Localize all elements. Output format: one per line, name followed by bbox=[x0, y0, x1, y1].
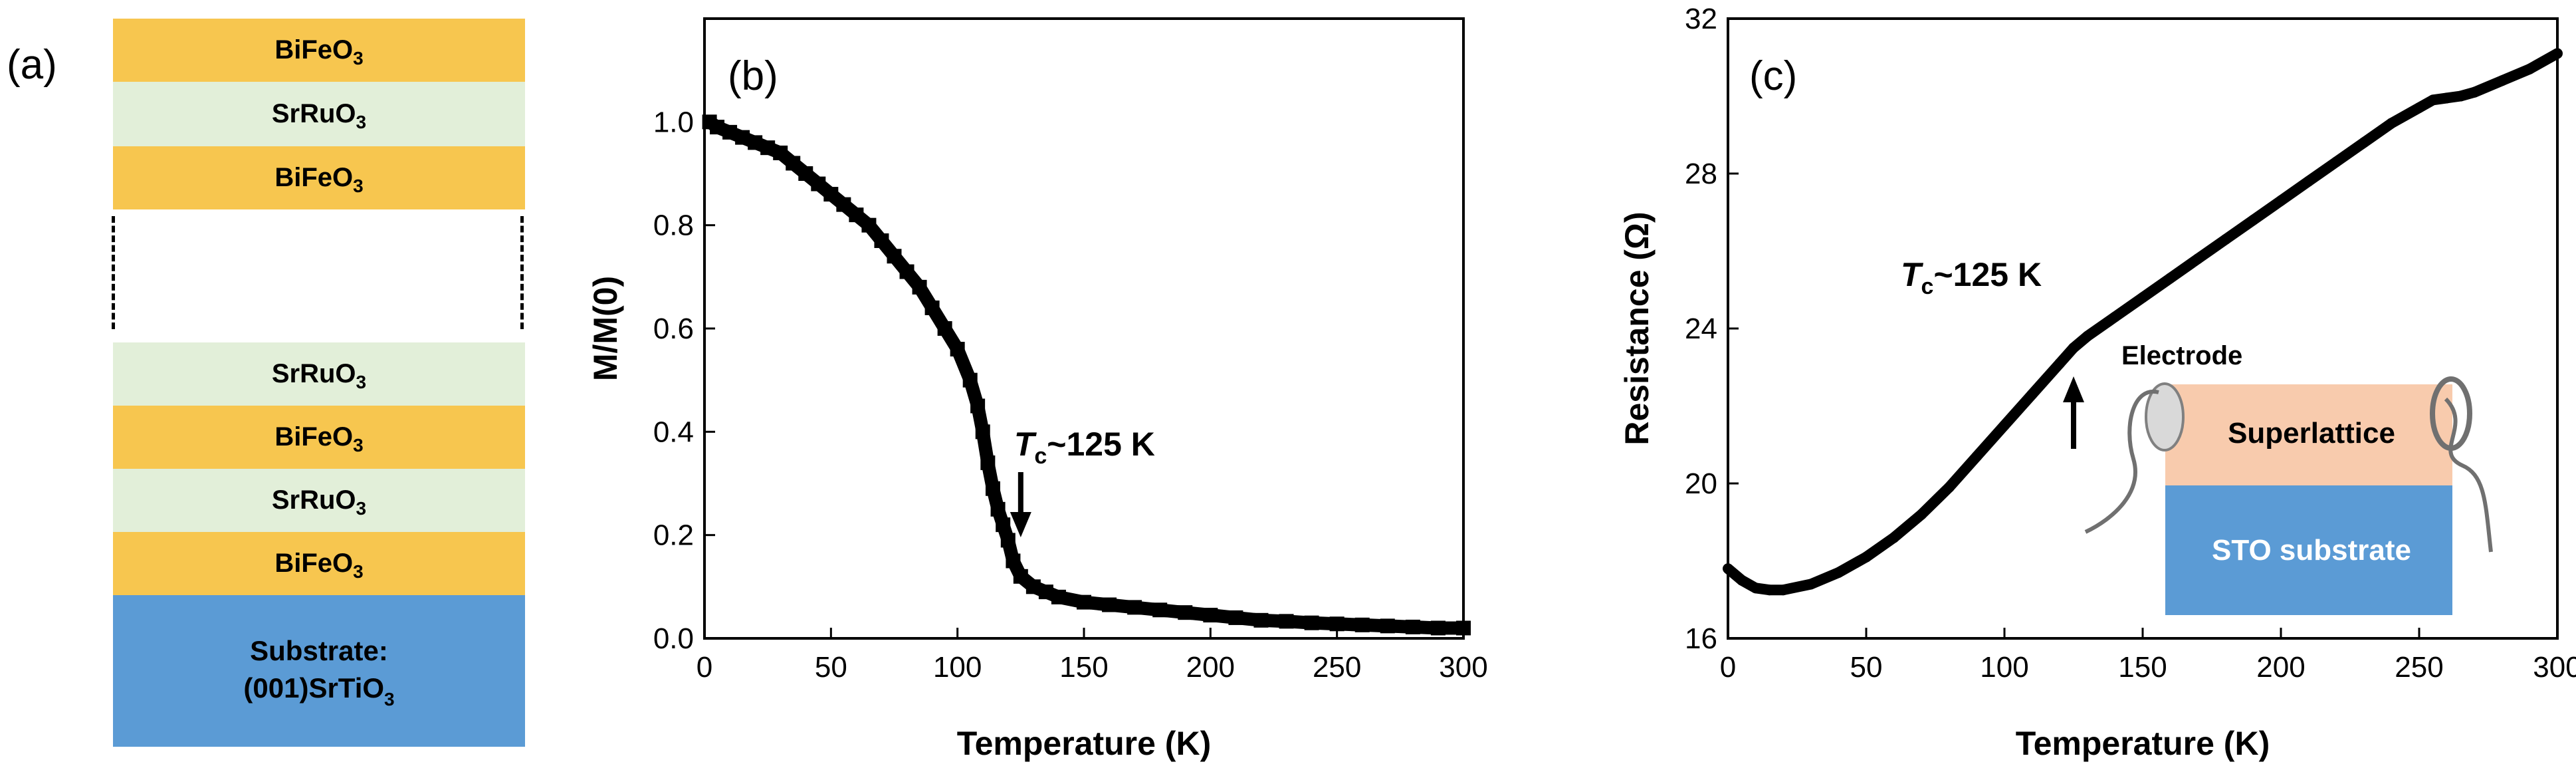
x-axis-label: Temperature (K) bbox=[957, 725, 1211, 762]
wire-right-icon bbox=[2444, 397, 2493, 553]
series-line bbox=[705, 116, 1463, 635]
electrode-left-icon bbox=[2145, 382, 2185, 452]
panel-c-label: (c) bbox=[1749, 53, 1797, 99]
tc-annotation: Tc~125 K bbox=[1901, 256, 2042, 299]
repeat-dashed-line-left bbox=[112, 216, 115, 329]
data-point bbox=[1736, 575, 1747, 586]
x-tick-label: 0 bbox=[697, 651, 712, 684]
data-point bbox=[1861, 551, 1872, 563]
panel-b-label: (b) bbox=[728, 53, 778, 99]
x-tick-label: 50 bbox=[1850, 651, 1883, 684]
layer-bifeo3-4: BiFeO 3 bbox=[113, 532, 525, 595]
data-point bbox=[2496, 75, 2508, 86]
y-tick-label: 0.2 bbox=[653, 519, 694, 552]
y-axis-label: Resistance (Ω) bbox=[1618, 211, 1656, 445]
x-tick-label: 250 bbox=[2395, 651, 2443, 684]
inset-device-schematic: Electrode Superlattice STO substrate bbox=[2084, 341, 2493, 615]
repeat-dashed-line-right bbox=[520, 216, 524, 329]
tc-arrowhead-icon bbox=[1010, 512, 1031, 537]
y-tick-label: 20 bbox=[1685, 467, 1717, 500]
x-axis-label: Temperature (K) bbox=[2016, 725, 2270, 762]
data-point bbox=[2427, 94, 2438, 106]
y-tick-label: 32 bbox=[1685, 3, 1717, 35]
substrate-layer: Substrate: (001)SrTiO3 bbox=[113, 595, 525, 747]
data-point bbox=[1888, 532, 1899, 543]
layer-srruo3-3: SrRuO 3 bbox=[113, 469, 525, 532]
inset-substrate-block bbox=[2165, 485, 2452, 615]
x-tick-label: 300 bbox=[2533, 651, 2576, 684]
data-point bbox=[1833, 567, 1844, 578]
data-point bbox=[2193, 253, 2204, 265]
layer-bifeo3-3: BiFeO 3 bbox=[113, 406, 525, 469]
data-point bbox=[2303, 176, 2314, 187]
data-point bbox=[1916, 509, 1927, 520]
y-tick-label: 0.4 bbox=[653, 416, 694, 448]
data-point bbox=[2137, 292, 2148, 303]
tc-annotation: Tc~125 K bbox=[1014, 426, 1155, 469]
y-tick-label: 1.0 bbox=[653, 106, 694, 138]
x-tick-label: 100 bbox=[933, 651, 982, 684]
data-point bbox=[2054, 358, 2066, 369]
x-tick-label: 100 bbox=[1980, 651, 2028, 684]
substrate-label-line1: Substrate: bbox=[250, 634, 388, 666]
inset-substrate-label: STO substrate bbox=[2212, 534, 2411, 567]
data-point bbox=[2165, 273, 2176, 284]
data-point bbox=[2082, 330, 2093, 342]
chart-b-magnetization: (b) 0 50 100 150 200 250 300 0.0 0.2 0.4 0.6 0.8 1.0… bbox=[587, 17, 1488, 762]
data-point bbox=[2220, 234, 2231, 245]
inset-electrode-label: Electrode bbox=[2121, 341, 2242, 370]
layer-bifeo3-1: BiFeO 3 bbox=[113, 19, 525, 82]
data-point bbox=[1971, 451, 1983, 462]
chart-c-resistance: (c) 0 50 100 150 200 250 300 16 20 24 28 32 Tempera… bbox=[1618, 3, 2576, 762]
panel-a-label: (a) bbox=[7, 42, 57, 88]
x-tick-label: 250 bbox=[1313, 651, 1361, 684]
data-point bbox=[1750, 583, 1761, 594]
data-point bbox=[2248, 214, 2259, 225]
y-tick-label: 0.0 bbox=[653, 622, 694, 655]
x-tick-label: 150 bbox=[2118, 651, 2167, 684]
y-tick-label: 28 bbox=[1685, 158, 1717, 190]
x-tick-label: 300 bbox=[1439, 651, 1487, 684]
y-tick-label: 0.8 bbox=[653, 209, 694, 242]
x-tick-label: 50 bbox=[815, 651, 847, 684]
data-point bbox=[2276, 195, 2286, 206]
layer-srruo3-1: SrRuO 3 bbox=[113, 82, 525, 146]
data-point bbox=[2552, 48, 2563, 59]
x-tick-label: 150 bbox=[1059, 651, 1108, 684]
wire-left-icon bbox=[2084, 389, 2159, 534]
y-tick-label: 0.6 bbox=[653, 313, 694, 345]
substrate-label-line2: (001)SrTiO3 bbox=[243, 672, 395, 710]
x-tick-label: 200 bbox=[2256, 651, 2305, 684]
data-point bbox=[2455, 90, 2466, 102]
data-point bbox=[1764, 584, 1775, 596]
data-point bbox=[2524, 63, 2535, 74]
x-tick-label: 200 bbox=[1186, 651, 1235, 684]
data-point bbox=[2331, 156, 2342, 168]
layer-srruo3-2: SrRuO 3 bbox=[113, 342, 525, 406]
data-point bbox=[2441, 92, 2452, 104]
data-point bbox=[1723, 563, 1733, 575]
layer-bifeo3-2: BiFeO 3 bbox=[113, 146, 525, 209]
x-tick-label: 0 bbox=[1720, 651, 1736, 684]
y-tick-label: 16 bbox=[1685, 622, 1717, 655]
y-axis-label: M/M(0) bbox=[587, 276, 624, 381]
data-point bbox=[2358, 137, 2369, 148]
inset-superlattice-block bbox=[2165, 384, 2452, 485]
tc-arrowhead-icon bbox=[2063, 376, 2084, 402]
data-point bbox=[2109, 311, 2121, 323]
inset-superlattice-label: Superlattice bbox=[2228, 417, 2395, 450]
data-point bbox=[1943, 481, 1955, 493]
data-point bbox=[2469, 86, 2480, 98]
data-point bbox=[2386, 118, 2397, 129]
data-point bbox=[2026, 389, 2038, 400]
data-point bbox=[1805, 579, 1816, 590]
y-tick-label: 24 bbox=[1685, 313, 1717, 345]
data-point bbox=[1778, 584, 1789, 596]
data-point bbox=[1999, 420, 2010, 431]
data-point bbox=[2414, 102, 2424, 113]
data-point bbox=[2068, 342, 2079, 354]
plot-frame bbox=[703, 17, 1465, 640]
